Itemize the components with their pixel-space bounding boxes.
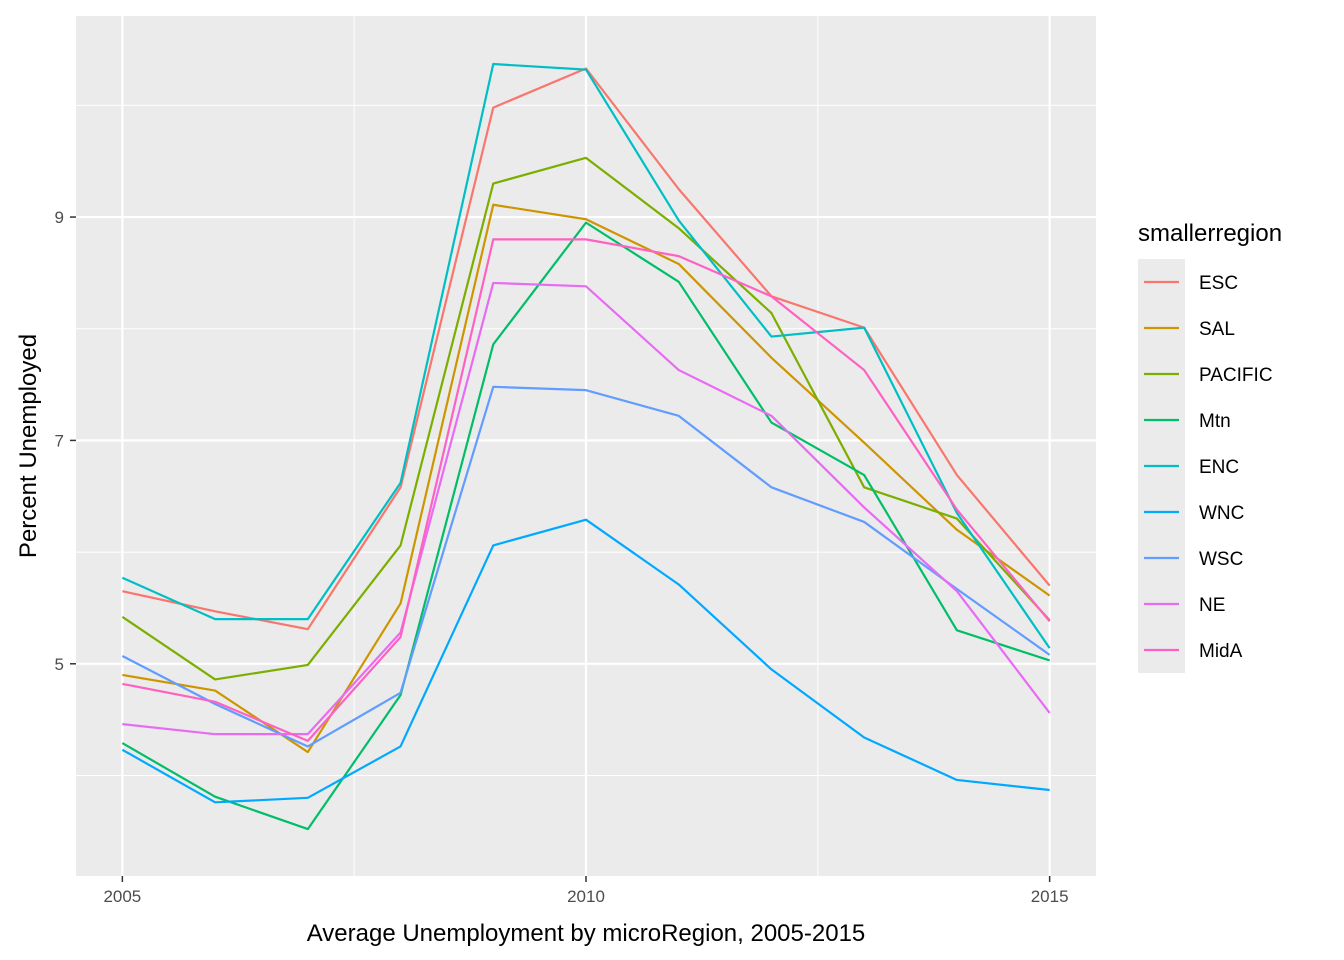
legend: smallerregion ESC SAL PACIFIC Mtn ENC WNC WSC N… xyxy=(1138,220,1282,673)
series-line-wsc xyxy=(121,385,1051,748)
series-line-mtn xyxy=(121,221,1050,831)
series-line-esc xyxy=(122,67,1051,631)
x-tick-label: 2015 xyxy=(1031,887,1069,906)
legend-label-wnc: WNC xyxy=(1199,503,1244,524)
y-tick-label: 7 xyxy=(55,431,64,450)
legend-label-mida: MidA xyxy=(1199,641,1243,662)
plot-panel xyxy=(76,16,1096,876)
x-tick-label: 2005 xyxy=(103,887,141,906)
series-line-wnc xyxy=(121,518,1050,804)
series-line-pacific xyxy=(121,156,1051,681)
series-line-ne xyxy=(122,281,1051,736)
legend-label-sal: SAL xyxy=(1199,319,1235,340)
y-tick-label: 5 xyxy=(55,655,64,674)
legend-label-esc: ESC xyxy=(1199,273,1238,294)
legend-label-wsc: WSC xyxy=(1199,549,1243,570)
legend-title: smallerregion xyxy=(1138,220,1282,247)
legend-label-mtn: Mtn xyxy=(1199,411,1231,432)
series-line-mida xyxy=(122,238,1051,742)
x-axis: 2005 2010 2015 xyxy=(103,876,1069,906)
legend-label-pacific: PACIFIC xyxy=(1199,365,1273,386)
legend-label-enc: ENC xyxy=(1199,457,1239,478)
y-tick-label: 9 xyxy=(55,208,64,227)
y-axis-title: Percent Unemployed xyxy=(15,334,42,558)
legend-label-ne: NE xyxy=(1199,595,1225,616)
series-line-enc xyxy=(121,62,1051,649)
y-axis: 5 7 9 xyxy=(55,208,76,674)
x-tick-label: 2010 xyxy=(567,887,605,906)
x-axis-title: Average Unemployment by microRegion, 200… xyxy=(307,920,866,947)
